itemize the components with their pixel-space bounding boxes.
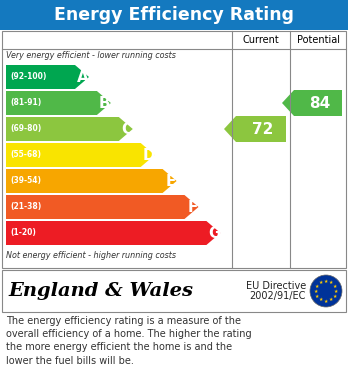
Text: (39-54): (39-54) xyxy=(10,176,41,185)
Text: 84: 84 xyxy=(309,95,331,111)
Bar xyxy=(2,31,346,268)
Circle shape xyxy=(310,275,342,307)
Text: 72: 72 xyxy=(252,122,274,136)
Text: Potential: Potential xyxy=(296,35,340,45)
Text: (1-20): (1-20) xyxy=(10,228,36,237)
Text: ★: ★ xyxy=(315,294,319,298)
Text: C: C xyxy=(121,122,132,136)
Text: (21-38): (21-38) xyxy=(10,203,41,212)
Text: ★: ★ xyxy=(332,294,337,298)
Text: Not energy efficient - higher running costs: Not energy efficient - higher running co… xyxy=(6,251,176,260)
Text: D: D xyxy=(142,147,155,163)
Polygon shape xyxy=(6,117,133,141)
Text: ★: ★ xyxy=(324,298,328,303)
Bar xyxy=(2,270,346,312)
Text: Energy Efficiency Rating: Energy Efficiency Rating xyxy=(54,6,294,24)
Text: ★: ★ xyxy=(319,280,323,285)
Text: ★: ★ xyxy=(315,283,319,289)
Text: A: A xyxy=(77,70,89,84)
Polygon shape xyxy=(6,65,89,89)
Text: ★: ★ xyxy=(329,297,333,302)
Text: 2002/91/EC: 2002/91/EC xyxy=(250,291,306,301)
Text: (55-68): (55-68) xyxy=(10,151,41,160)
Polygon shape xyxy=(6,143,155,167)
Text: E: E xyxy=(165,174,176,188)
Text: ★: ★ xyxy=(324,278,328,283)
Text: (69-80): (69-80) xyxy=(10,124,41,133)
Text: Very energy efficient - lower running costs: Very energy efficient - lower running co… xyxy=(6,52,176,61)
Polygon shape xyxy=(282,90,342,116)
Polygon shape xyxy=(224,116,286,142)
Text: EU Directive: EU Directive xyxy=(246,281,306,291)
Bar xyxy=(0,0,348,30)
Text: (92-100): (92-100) xyxy=(10,72,46,81)
Polygon shape xyxy=(6,221,220,245)
Text: ★: ★ xyxy=(332,283,337,289)
Text: ★: ★ xyxy=(319,297,323,302)
Polygon shape xyxy=(6,91,111,115)
Text: ★: ★ xyxy=(334,289,338,294)
Text: The energy efficiency rating is a measure of the
overall efficiency of a home. T: The energy efficiency rating is a measur… xyxy=(6,316,252,366)
Text: England & Wales: England & Wales xyxy=(8,282,193,300)
Text: Current: Current xyxy=(243,35,279,45)
Text: ★: ★ xyxy=(329,280,333,285)
Text: ★: ★ xyxy=(314,289,318,294)
Polygon shape xyxy=(6,195,198,219)
Text: (81-91): (81-91) xyxy=(10,99,41,108)
Text: F: F xyxy=(187,199,198,215)
Text: G: G xyxy=(208,226,221,240)
Polygon shape xyxy=(6,169,176,193)
Text: B: B xyxy=(99,95,111,111)
